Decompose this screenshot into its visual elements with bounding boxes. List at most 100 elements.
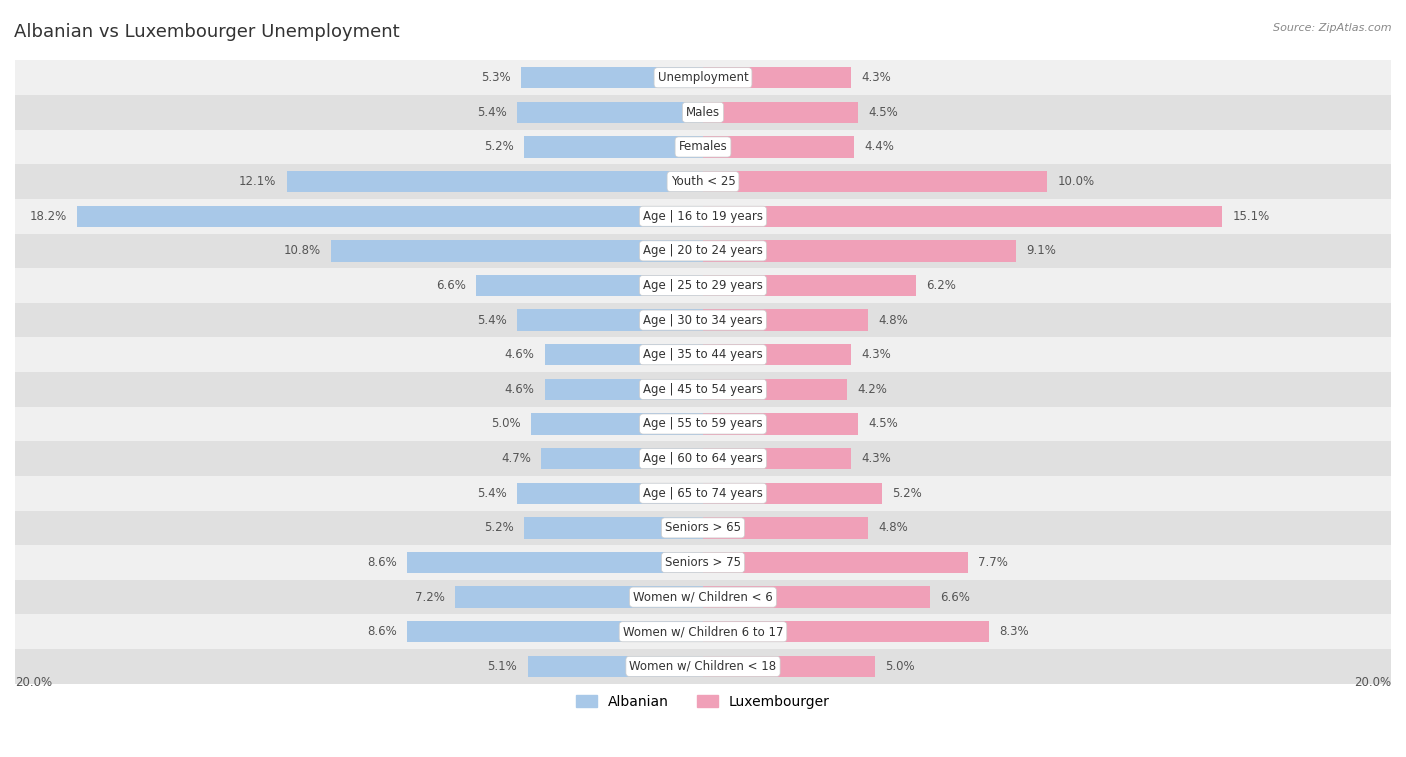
Bar (15, 615, 1391, 649)
Text: Seniors > 65: Seniors > 65 (665, 522, 741, 534)
Bar (703, 101, 858, 123)
Bar (703, 656, 875, 677)
Text: Age | 16 to 19 years: Age | 16 to 19 years (643, 210, 763, 223)
Bar (703, 275, 917, 296)
Bar (544, 378, 703, 400)
Bar (703, 621, 988, 643)
Text: Women w/ Children 6 to 17: Women w/ Children 6 to 17 (623, 625, 783, 638)
Text: Males: Males (686, 106, 720, 119)
Text: 10.0%: 10.0% (1057, 175, 1094, 188)
Text: Source: ZipAtlas.com: Source: ZipAtlas.com (1274, 23, 1392, 33)
Text: 4.4%: 4.4% (865, 141, 894, 154)
Text: 5.4%: 5.4% (477, 487, 508, 500)
Text: 6.6%: 6.6% (436, 279, 465, 292)
Bar (544, 344, 703, 366)
Bar (15, 234, 1391, 268)
Bar (15, 649, 1391, 684)
Text: 5.3%: 5.3% (481, 71, 510, 84)
Text: 5.0%: 5.0% (886, 660, 915, 673)
Bar (703, 517, 868, 539)
Bar (456, 587, 703, 608)
Bar (703, 67, 851, 89)
Bar (15, 338, 1391, 372)
Bar (703, 136, 855, 157)
Bar (517, 310, 703, 331)
Text: 4.6%: 4.6% (505, 383, 534, 396)
Text: Women w/ Children < 6: Women w/ Children < 6 (633, 590, 773, 603)
Bar (517, 101, 703, 123)
Bar (703, 240, 1017, 262)
Text: 20.0%: 20.0% (15, 676, 52, 689)
Text: 18.2%: 18.2% (30, 210, 66, 223)
Text: 7.7%: 7.7% (979, 556, 1008, 569)
Bar (15, 268, 1391, 303)
Bar (15, 372, 1391, 407)
Bar (15, 580, 1391, 615)
Text: 4.5%: 4.5% (868, 106, 898, 119)
Text: 5.0%: 5.0% (491, 418, 520, 431)
Text: 15.1%: 15.1% (1233, 210, 1270, 223)
Text: Seniors > 75: Seniors > 75 (665, 556, 741, 569)
Bar (15, 303, 1391, 338)
Text: 5.2%: 5.2% (484, 141, 513, 154)
Bar (15, 441, 1391, 476)
Bar (77, 205, 703, 227)
Bar (15, 545, 1391, 580)
Text: 4.3%: 4.3% (862, 452, 891, 465)
Text: 4.5%: 4.5% (868, 418, 898, 431)
Text: 7.2%: 7.2% (415, 590, 446, 603)
Bar (15, 476, 1391, 510)
Text: 4.3%: 4.3% (862, 71, 891, 84)
Bar (15, 510, 1391, 545)
Text: 4.8%: 4.8% (879, 313, 908, 326)
Bar (703, 552, 967, 573)
Legend: Albanian, Luxembourger: Albanian, Luxembourger (571, 689, 835, 714)
Bar (408, 552, 703, 573)
Text: 5.2%: 5.2% (893, 487, 922, 500)
Bar (524, 517, 703, 539)
Text: Age | 55 to 59 years: Age | 55 to 59 years (643, 418, 763, 431)
Bar (531, 413, 703, 435)
Text: Women w/ Children < 18: Women w/ Children < 18 (630, 660, 776, 673)
Bar (703, 378, 848, 400)
Text: 5.1%: 5.1% (488, 660, 517, 673)
Bar (524, 136, 703, 157)
Text: Age | 20 to 24 years: Age | 20 to 24 years (643, 245, 763, 257)
Bar (408, 621, 703, 643)
Bar (477, 275, 703, 296)
Text: Unemployment: Unemployment (658, 71, 748, 84)
Text: Age | 65 to 74 years: Age | 65 to 74 years (643, 487, 763, 500)
Bar (287, 171, 703, 192)
Text: Albanian vs Luxembourger Unemployment: Albanian vs Luxembourger Unemployment (14, 23, 399, 41)
Bar (703, 205, 1222, 227)
Text: 6.2%: 6.2% (927, 279, 956, 292)
Text: Age | 60 to 64 years: Age | 60 to 64 years (643, 452, 763, 465)
Text: Age | 45 to 54 years: Age | 45 to 54 years (643, 383, 763, 396)
Bar (703, 587, 929, 608)
Bar (15, 407, 1391, 441)
Bar (517, 482, 703, 504)
Text: Age | 35 to 44 years: Age | 35 to 44 years (643, 348, 763, 361)
Text: 4.6%: 4.6% (505, 348, 534, 361)
Text: Age | 25 to 29 years: Age | 25 to 29 years (643, 279, 763, 292)
Text: 20.0%: 20.0% (1354, 676, 1391, 689)
Text: Females: Females (679, 141, 727, 154)
Text: 10.8%: 10.8% (284, 245, 321, 257)
Bar (15, 129, 1391, 164)
Bar (703, 310, 868, 331)
Text: 4.2%: 4.2% (858, 383, 887, 396)
Bar (703, 344, 851, 366)
Text: 9.1%: 9.1% (1026, 245, 1056, 257)
Text: 8.6%: 8.6% (367, 625, 396, 638)
Text: 6.6%: 6.6% (941, 590, 970, 603)
Bar (15, 61, 1391, 95)
Bar (541, 448, 703, 469)
Bar (527, 656, 703, 677)
Bar (15, 164, 1391, 199)
Text: 12.1%: 12.1% (239, 175, 277, 188)
Text: 4.8%: 4.8% (879, 522, 908, 534)
Bar (520, 67, 703, 89)
Bar (15, 95, 1391, 129)
Bar (703, 482, 882, 504)
Text: 5.4%: 5.4% (477, 313, 508, 326)
